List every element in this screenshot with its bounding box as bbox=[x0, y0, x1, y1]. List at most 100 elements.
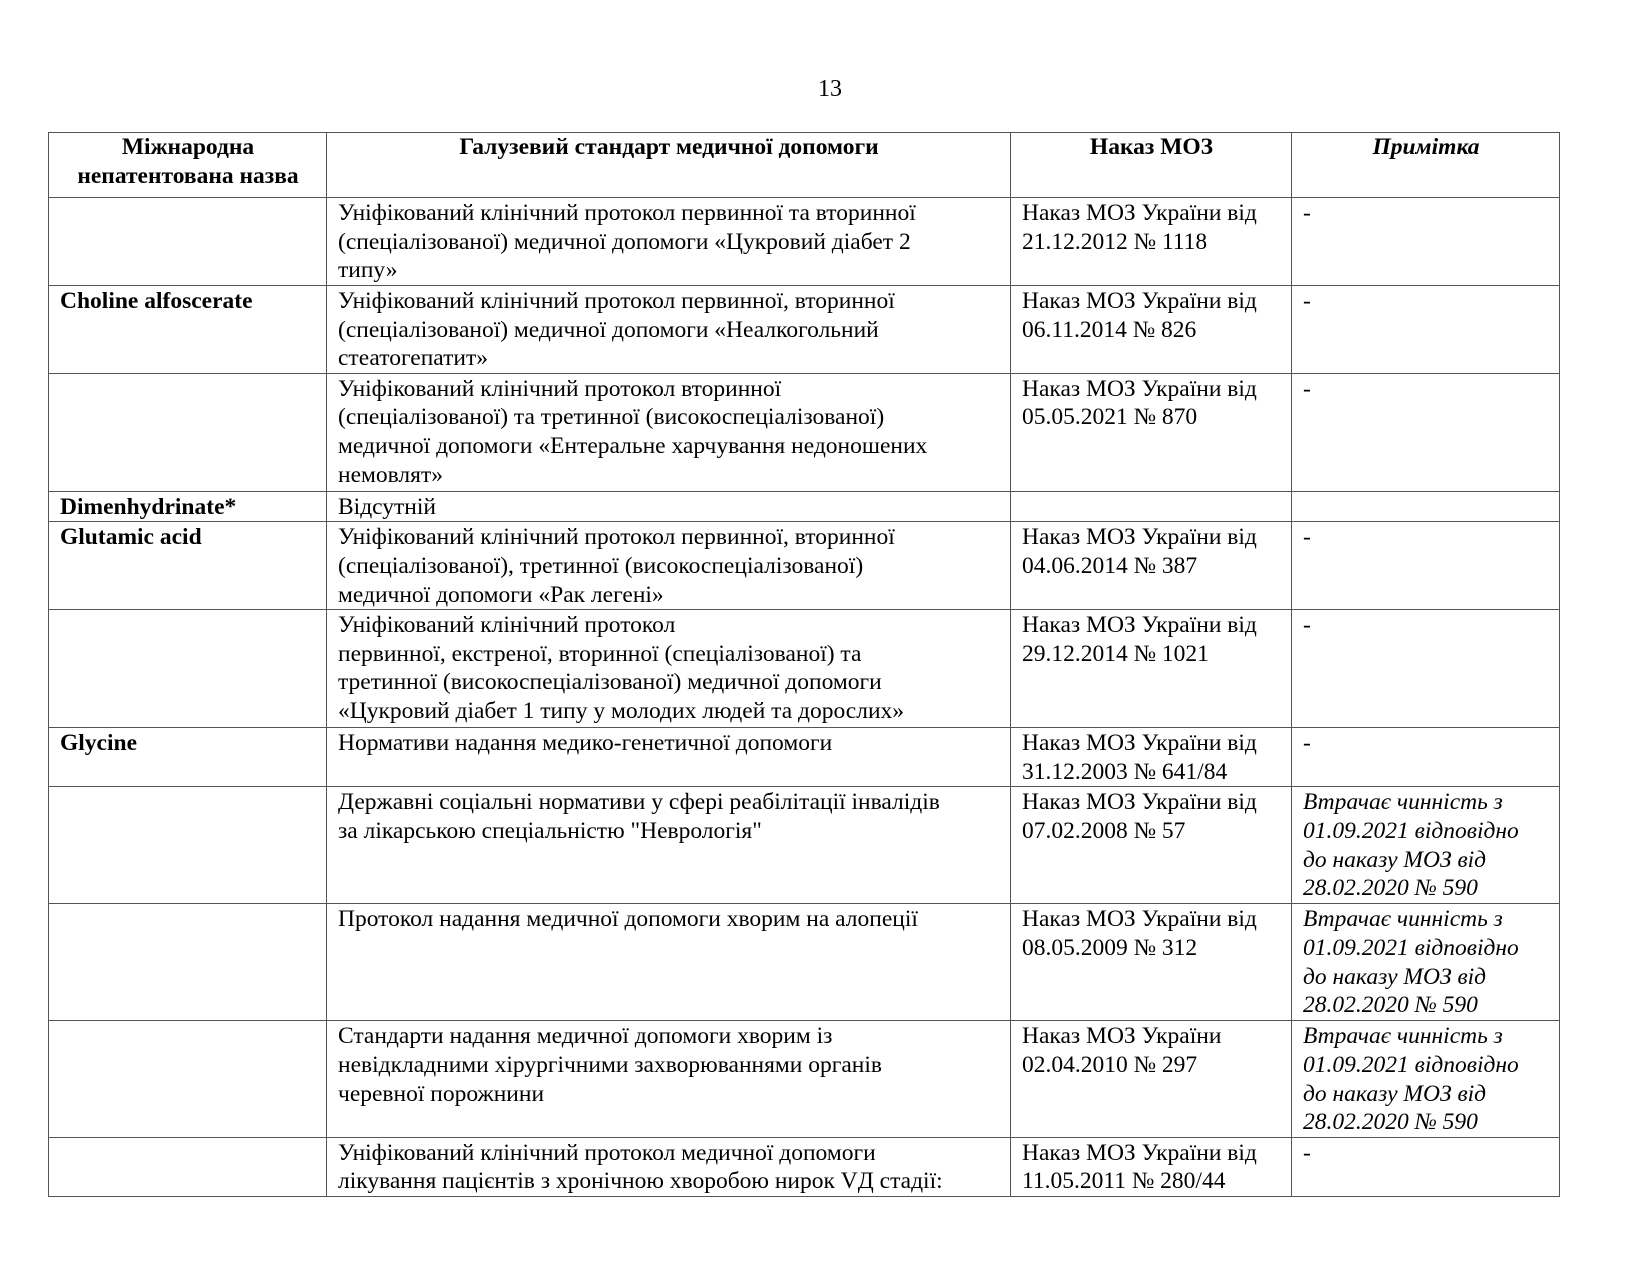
standard-cell: Уніфікований клінічний протокол вторинно… bbox=[326, 372, 1011, 492]
header-inn: Міжнародна непатентована назва bbox=[48, 132, 327, 198]
standard-cell-line: Уніфікований клінічний протокол первинно… bbox=[338, 288, 895, 314]
table-header-row: Міжнародна непатентована назва Галузевий … bbox=[48, 132, 1560, 198]
order-cell: Наказ МОЗ України від 06.11.2014 № 826 bbox=[1010, 285, 1292, 374]
standard-cell-line: третинної (високоспеціалізованої) медичн… bbox=[338, 669, 882, 696]
order-cell: Наказ МОЗ України від 21.12.2012 № 1118 bbox=[1010, 197, 1292, 286]
inn-cell bbox=[48, 903, 327, 1022]
note-cell-line: - bbox=[1303, 375, 1311, 402]
order-cell bbox=[1010, 490, 1292, 523]
table-row: Choline alfoscerate Уніфікований клінічни… bbox=[48, 285, 1560, 374]
header-inn-line: непатентована назва bbox=[77, 162, 299, 189]
note-cell: Втрачає чинність з 01.09.2021 відповідно д… bbox=[1291, 786, 1560, 905]
inn-cell bbox=[48, 372, 327, 492]
header-note: Примітка bbox=[1291, 132, 1560, 198]
note-cell-line: - bbox=[1303, 1139, 1311, 1166]
order-cell: Наказ МОЗ України від 31.12.2003 № 641/84 bbox=[1010, 727, 1292, 788]
standard-cell-line: Уніфікований клінічний протокол первинно… bbox=[338, 524, 895, 551]
order-cell-line: 11.05.2011 № 280/44 bbox=[1022, 1168, 1226, 1195]
note-cell: - bbox=[1291, 285, 1560, 374]
standard-cell: Уніфікований клінічний протокол первинно… bbox=[326, 197, 1011, 286]
standard-cell-line: (спеціалізованої), третинної (високоспец… bbox=[338, 552, 864, 579]
note-cell-line: 28.02.2020 № 590 bbox=[1303, 875, 1478, 902]
order-cell-line: 04.06.2014 № 387 bbox=[1022, 552, 1198, 579]
order-cell-line: 07.02.2008 № 57 bbox=[1022, 817, 1186, 844]
standard-cell: Уніфікований клінічний протокол медичної… bbox=[326, 1136, 1011, 1197]
note-cell-line: Втрачає чинність з bbox=[1303, 1023, 1503, 1050]
table-row: Стандарти надання медичної допомоги хвор… bbox=[48, 1020, 1560, 1138]
note-cell: - bbox=[1291, 197, 1560, 286]
standard-cell-line: Уніфікований клінічний протокол первинно… bbox=[338, 200, 916, 226]
order-cell-line: Наказ МОЗ України bbox=[1022, 1023, 1222, 1050]
order-cell-line: 05.05.2021 № 870 bbox=[1022, 404, 1198, 431]
standard-cell: Уніфікований клінічний протокол первинно… bbox=[326, 521, 1011, 611]
order-cell-line: Наказ МОЗ України від bbox=[1022, 200, 1257, 226]
order-cell-line: 29.12.2014 № 1021 bbox=[1022, 640, 1209, 667]
order-cell: Наказ МОЗ України від 07.02.2008 № 57 bbox=[1010, 786, 1292, 905]
note-cell-line: - bbox=[1303, 288, 1311, 314]
standard-cell: Державні соціальні нормативи у сфері реа… bbox=[326, 786, 1011, 905]
note-cell-line: 01.09.2021 відповідно bbox=[1303, 934, 1519, 961]
standard-cell-line: невідкладними хірургічними захворюванням… bbox=[338, 1051, 882, 1078]
page-number: 13 bbox=[818, 76, 842, 102]
standard-cell: Протокол надання медичної допомоги хвори… bbox=[326, 903, 1011, 1022]
standard-cell-line: первинної, екстреної, вторинної (спеціал… bbox=[338, 640, 862, 667]
inn-cell: Dimenhydrinate* bbox=[48, 490, 327, 523]
order-cell-line: Наказ МОЗ України від bbox=[1022, 906, 1257, 933]
order-cell: Наказ МОЗ України від 05.05.2021 № 870 bbox=[1010, 372, 1292, 492]
note-cell-line: Втрачає чинність з bbox=[1303, 906, 1503, 933]
standard-cell-line: Протокол надання медичної допомоги хвори… bbox=[338, 906, 918, 933]
standard-cell-line: медичної допомоги «Рак легені» bbox=[338, 581, 664, 608]
header-inn-line: Міжнародна bbox=[121, 134, 255, 160]
table-row: Державні соціальні нормативи у сфері реа… bbox=[48, 786, 1560, 905]
standard-cell: Уніфікований клінічний протокол первинної… bbox=[326, 609, 1011, 729]
note-cell bbox=[1291, 490, 1560, 523]
order-cell: Наказ МОЗ України 02.04.2010 № 297 bbox=[1010, 1020, 1292, 1138]
header-order: Наказ МОЗ bbox=[1010, 132, 1292, 198]
standard-cell: Відсутній bbox=[326, 490, 1011, 523]
note-cell: - bbox=[1291, 1136, 1560, 1197]
standard-cell-line: «Цукровий діабет 1 типу у молодих людей … bbox=[338, 697, 905, 724]
standard-cell-line: Стандарти надання медичної допомоги хвор… bbox=[338, 1023, 833, 1050]
standard-cell: Уніфікований клінічний протокол первинно… bbox=[326, 285, 1011, 374]
order-cell: Наказ МОЗ України від 08.05.2009 № 312 bbox=[1010, 903, 1292, 1022]
order-cell-line: Наказ МОЗ України від bbox=[1022, 288, 1257, 314]
order-cell-line: Наказ МОЗ України від bbox=[1022, 375, 1257, 402]
note-cell-line: до наказу МОЗ від bbox=[1303, 1080, 1487, 1107]
header-standard: Галузевий стандарт медичної допомоги bbox=[326, 132, 1011, 198]
order-cell: Наказ МОЗ України від 11.05.2011 № 280/44 bbox=[1010, 1136, 1292, 1197]
table-row: Dimenhydrinate* Відсутній bbox=[48, 490, 1560, 523]
table-row: Уніфікований клінічний протокол медичної… bbox=[48, 1136, 1560, 1197]
order-cell-line: 21.12.2012 № 1118 bbox=[1022, 228, 1208, 255]
note-cell-line: - bbox=[1303, 730, 1311, 757]
note-cell-line: 28.02.2020 № 590 bbox=[1303, 992, 1478, 1019]
note-cell: Втрачає чинність з 01.09.2021 відповідно д… bbox=[1291, 1020, 1560, 1138]
order-cell-line: 02.04.2010 № 297 bbox=[1022, 1051, 1198, 1078]
order-cell-line: Наказ МОЗ України від bbox=[1022, 789, 1257, 816]
standard-cell-line: стеатогепатит» bbox=[338, 345, 488, 372]
table-row: Уніфікований клінічний протокол первинно… bbox=[48, 197, 1560, 286]
standard-cell-line: Уніфікований клінічний протокол bbox=[338, 612, 676, 639]
standard-cell-line: медичної допомоги «Ентеральне харчування… bbox=[338, 432, 928, 459]
note-cell: Втрачає чинність з 01.09.2021 відповідно д… bbox=[1291, 903, 1560, 1022]
note-cell: - bbox=[1291, 609, 1560, 729]
inn-cell bbox=[48, 1020, 327, 1138]
standard-cell-line: Відсутній bbox=[338, 493, 436, 520]
note-cell-line: Втрачає чинність з bbox=[1303, 789, 1503, 816]
note-cell-line: - bbox=[1303, 200, 1311, 226]
standard-cell-line: (спеціалізованої) та третинної (високосп… bbox=[338, 404, 885, 431]
table-row: Glycine Нормативи надання медико-генетичн… bbox=[48, 727, 1560, 788]
inn-cell: Glycine bbox=[48, 727, 327, 788]
table-row: Уніфікований клінічний протокол вторинно… bbox=[48, 372, 1560, 492]
standard-cell-line: Нормативи надання медико-генетичної допо… bbox=[338, 730, 833, 757]
note-cell-line: - bbox=[1303, 524, 1311, 551]
order-cell-line: Наказ МОЗ України від bbox=[1022, 612, 1257, 639]
standard-cell-line: лікування пацієнтів з хронічною хворобою… bbox=[338, 1168, 943, 1195]
order-cell: Наказ МОЗ України від 29.12.2014 № 1021 bbox=[1010, 609, 1292, 729]
order-cell: Наказ МОЗ України від 04.06.2014 № 387 bbox=[1010, 521, 1292, 611]
inn-cell bbox=[48, 609, 327, 729]
note-cell-line: 01.09.2021 відповідно bbox=[1303, 1051, 1519, 1078]
table-row: Протокол надання медичної допомоги хвори… bbox=[48, 903, 1560, 1022]
standard-cell-line: Уніфікований клінічний протокол медичної… bbox=[338, 1139, 876, 1166]
standard-cell-line: (спеціалізованої) медичної допомоги «Цук… bbox=[338, 228, 911, 255]
inn-cell: Glutamic acid bbox=[48, 521, 327, 611]
